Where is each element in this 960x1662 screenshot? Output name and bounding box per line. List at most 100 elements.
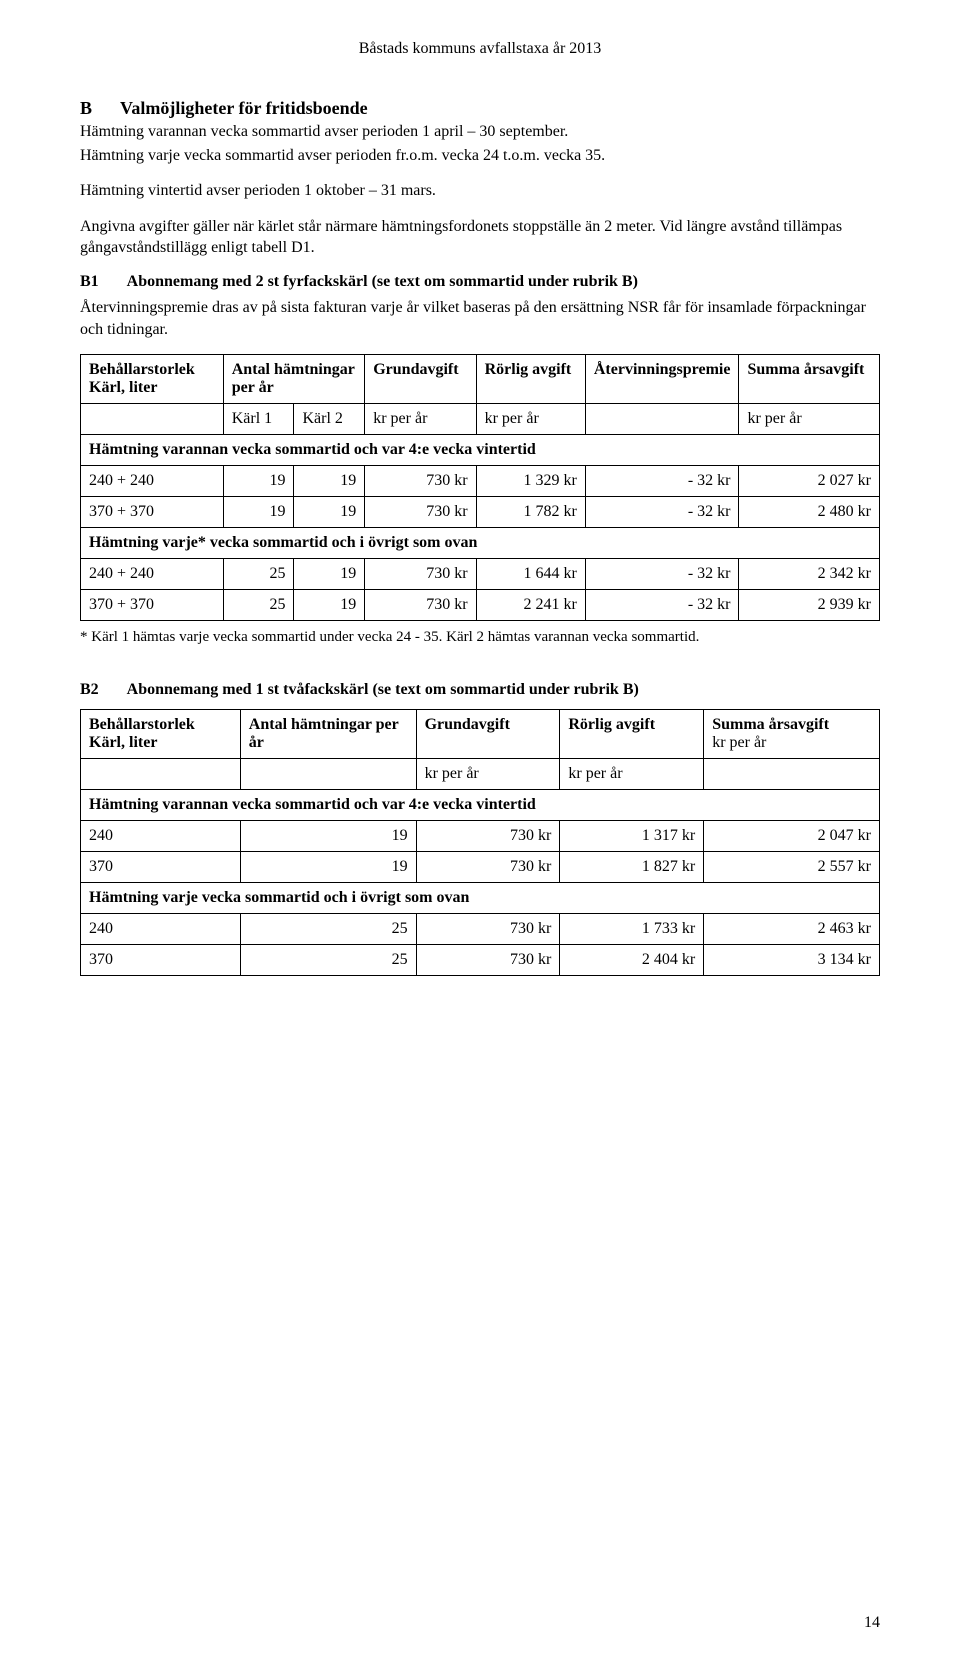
cell-count: 25 <box>240 914 416 945</box>
b1-footnote: * Kärl 1 hämtas varje vecka sommartid un… <box>80 627 880 647</box>
b2-letter: B2 <box>80 681 99 699</box>
cell-k2: 19 <box>294 590 365 621</box>
b1-group1-title-row: Hämtning varannan vecka sommartid och va… <box>81 435 880 466</box>
cell-grund: 730 kr <box>416 945 560 976</box>
table-row: 370 + 370 25 19 730 kr 2 241 kr - 32 kr … <box>81 590 880 621</box>
col-premie: Återvinningspremie <box>585 355 739 404</box>
page-number: 14 <box>864 1614 880 1632</box>
col-rorlig: Rörlig avgift <box>560 710 704 759</box>
cell-rorlig: 1 827 kr <box>560 852 704 883</box>
sub-kr3: kr per år <box>739 404 880 435</box>
summa-l1: Summa årsavgift <box>712 716 829 733</box>
b1-group2-title-row: Hämtning varje* vecka sommartid och i öv… <box>81 528 880 559</box>
cell-size: 240 + 240 <box>81 559 224 590</box>
cell-premie: - 32 kr <box>585 590 739 621</box>
cell-summa: 2 480 kr <box>739 497 880 528</box>
section-b-p1: Hämtning varannan vecka sommartid avser … <box>80 121 880 143</box>
cell-summa: 2 557 kr <box>704 852 880 883</box>
blank-cell <box>81 759 241 790</box>
cell-count: 19 <box>240 852 416 883</box>
cell-size: 240 <box>81 914 241 945</box>
summa-l2: kr per år <box>712 734 766 751</box>
cell-grund: 730 kr <box>365 466 476 497</box>
b1-table: Behållarstorlek Kärl, liter Antal hämtni… <box>80 354 880 621</box>
col-count: Antal hämtningar per år <box>240 710 416 759</box>
col-grund: Grundavgift <box>365 355 476 404</box>
cell-k2: 19 <box>294 466 365 497</box>
sub-kr2: kr per år <box>560 759 704 790</box>
table-subheader-row: kr per år kr per år <box>81 759 880 790</box>
page: Båstads kommuns avfallstaxa år 2013 B Va… <box>0 0 960 1662</box>
cell-rorlig: 2 241 kr <box>476 590 585 621</box>
table-header-row: Behållarstorlek Kärl, liter Antal hämtni… <box>81 355 880 404</box>
table-row: 370 25 730 kr 2 404 kr 3 134 kr <box>81 945 880 976</box>
cell-grund: 730 kr <box>416 914 560 945</box>
cell-grund: 730 kr <box>416 852 560 883</box>
col-summa: Summa årsavgift kr per år <box>704 710 880 759</box>
cell-k1: 19 <box>223 466 294 497</box>
sub-kr1: kr per år <box>416 759 560 790</box>
b2-group1-title-row: Hämtning varannan vecka sommartid och va… <box>81 790 880 821</box>
cell-summa: 2 027 kr <box>739 466 880 497</box>
b1-heading: B1 Abonnemang med 2 st fyrfackskärl (se … <box>80 273 880 291</box>
section-b-letter: B <box>80 98 92 119</box>
cell-size: 370 <box>81 852 241 883</box>
cell-size: 370 <box>81 945 241 976</box>
cell-count: 19 <box>240 821 416 852</box>
b1-group2-title: Hämtning varje* vecka sommartid och i öv… <box>81 528 880 559</box>
cell-premie: - 32 kr <box>585 559 739 590</box>
cell-grund: 730 kr <box>365 559 476 590</box>
table-row: 240 + 240 19 19 730 kr 1 329 kr - 32 kr … <box>81 466 880 497</box>
b1-group1-title: Hämtning varannan vecka sommartid och va… <box>81 435 880 466</box>
cell-rorlig: 1 317 kr <box>560 821 704 852</box>
blank-cell <box>585 404 739 435</box>
cell-summa: 2 047 kr <box>704 821 880 852</box>
cell-premie: - 32 kr <box>585 497 739 528</box>
table-row: 240 25 730 kr 1 733 kr 2 463 kr <box>81 914 880 945</box>
cell-k1: 25 <box>223 590 294 621</box>
col-size: Behållarstorlek Kärl, liter <box>81 355 224 404</box>
cell-k2: 19 <box>294 559 365 590</box>
b2-group1-title: Hämtning varannan vecka sommartid och va… <box>81 790 880 821</box>
table-row: 240 + 240 25 19 730 kr 1 644 kr - 32 kr … <box>81 559 880 590</box>
section-b-p2: Hämtning varje vecka sommartid avser per… <box>80 145 880 167</box>
table-row: 370 19 730 kr 1 827 kr 2 557 kr <box>81 852 880 883</box>
col-count: Antal hämtningar per år <box>223 355 364 404</box>
col-rorlig: Rörlig avgift <box>476 355 585 404</box>
section-b-p4: Angivna avgifter gäller när kärlet står … <box>80 216 880 259</box>
col-grund: Grundavgift <box>416 710 560 759</box>
blank-cell <box>240 759 416 790</box>
cell-summa: 2 342 kr <box>739 559 880 590</box>
sub-kr1: kr per år <box>365 404 476 435</box>
cell-summa: 2 463 kr <box>704 914 880 945</box>
sub-kr2: kr per år <box>476 404 585 435</box>
col-size: Behållarstorlek Kärl, liter <box>81 710 241 759</box>
b2-group2-title-row: Hämtning varje vecka sommartid och i övr… <box>81 883 880 914</box>
sub-karl1: Kärl 1 <box>223 404 294 435</box>
cell-size: 370 + 370 <box>81 590 224 621</box>
cell-count: 25 <box>240 945 416 976</box>
col-summa: Summa årsavgift <box>739 355 880 404</box>
cell-rorlig: 1 644 kr <box>476 559 585 590</box>
b1-letter: B1 <box>80 273 99 291</box>
b1-title: Abonnemang med 2 st fyrfackskärl (se tex… <box>127 273 638 291</box>
b2-table: Behållarstorlek Kärl, liter Antal hämtni… <box>80 709 880 976</box>
cell-size: 370 + 370 <box>81 497 224 528</box>
table-row: 240 19 730 kr 1 317 kr 2 047 kr <box>81 821 880 852</box>
blank-cell <box>81 404 224 435</box>
section-b-heading: B Valmöjligheter för fritidsboende <box>80 98 880 119</box>
cell-premie: - 32 kr <box>585 466 739 497</box>
cell-grund: 730 kr <box>365 590 476 621</box>
cell-grund: 730 kr <box>365 497 476 528</box>
sub-karl2: Kärl 2 <box>294 404 365 435</box>
cell-k2: 19 <box>294 497 365 528</box>
table-header-row: Behållarstorlek Kärl, liter Antal hämtni… <box>81 710 880 759</box>
cell-grund: 730 kr <box>416 821 560 852</box>
b2-heading: B2 Abonnemang med 1 st tvåfackskärl (se … <box>80 681 880 699</box>
cell-size: 240 + 240 <box>81 466 224 497</box>
table-row: 370 + 370 19 19 730 kr 1 782 kr - 32 kr … <box>81 497 880 528</box>
cell-rorlig: 1 329 kr <box>476 466 585 497</box>
b2-title: Abonnemang med 1 st tvåfackskärl (se tex… <box>127 681 639 699</box>
cell-size: 240 <box>81 821 241 852</box>
cell-k1: 25 <box>223 559 294 590</box>
